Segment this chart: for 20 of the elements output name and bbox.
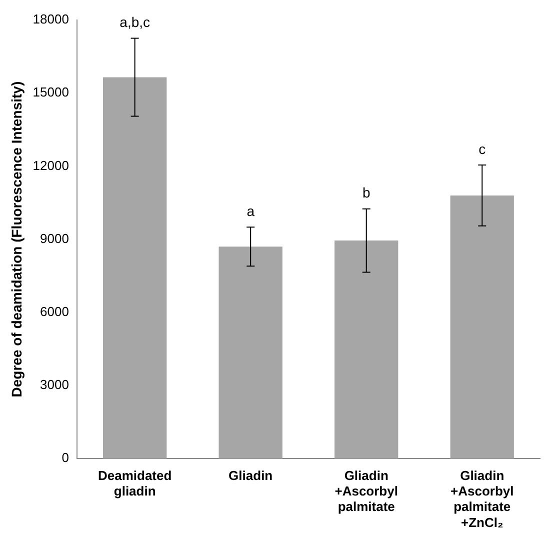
y-axis-title: Degree of deamidation (Fluorescence Intensity) [8,81,24,398]
y-tick-label: 15000 [32,84,69,100]
bar [218,246,282,459]
x-tick-label: Gliadin +Ascorbyl palmitate +ZnCl₂ [450,468,514,530]
bar [334,240,398,459]
y-tick-label: 0 [62,450,69,466]
y-tick-label: 3000 [40,377,69,392]
annotation: a [246,202,255,219]
x-tick-label: Gliadin +Ascorbyl palmitate [334,468,398,514]
x-tick-label: Gliadin [228,468,273,483]
bar [450,195,514,459]
x-tick-label: Deamidated gliadin [98,468,172,499]
bar [102,77,167,459]
annotation: c [478,140,486,157]
annotation: a,b,c [120,14,150,30]
y-tick-label: 18000 [32,12,69,27]
y-tick-label: 9000 [40,230,69,246]
annotation: b [362,184,370,201]
y-tick-label: 12000 [32,158,69,173]
y-tick-label: 6000 [40,304,69,319]
